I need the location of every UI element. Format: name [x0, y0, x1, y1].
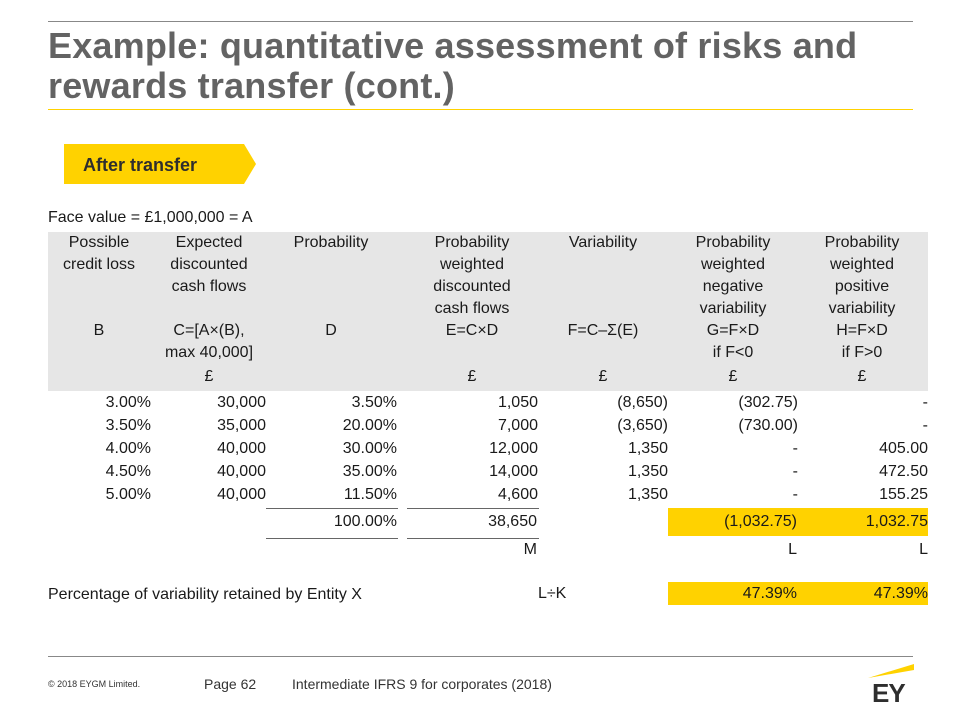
neg-pct-highlight: [668, 582, 798, 605]
copyright: © 2018 EYGM Limited.: [48, 679, 141, 689]
cell-credit-loss: 4.50%: [105, 463, 151, 480]
footer-rule: [48, 656, 913, 657]
cell-probability: 30.00%: [342, 440, 397, 457]
pwcf-total-bottom-line: [407, 538, 539, 539]
cell-variability: 1,350: [627, 486, 668, 503]
pwcf-total-top-line: [407, 508, 539, 509]
cell-credit-loss: 3.50%: [105, 417, 151, 434]
cell-pos-var: 155.25: [879, 486, 928, 503]
header-pw-cash-flows-unit: £: [467, 368, 477, 385]
cell-probability: 35.00%: [342, 463, 397, 480]
cell-neg-var: (730.00): [738, 417, 798, 434]
section-tag-shape: [64, 144, 256, 184]
cell-expected-cf: 30,000: [217, 394, 266, 411]
header-probability-formula: D: [325, 322, 337, 339]
cell-pos-var: 405.00: [879, 440, 928, 457]
neg-total-highlight: [668, 508, 798, 536]
cell-expected-cf: 40,000: [217, 486, 266, 503]
pos-pct-highlight: [798, 582, 928, 605]
section-tag-label: After transfer: [83, 155, 198, 175]
cell-pos-var: -: [922, 417, 928, 434]
cell-probability: 20.00%: [342, 417, 397, 434]
cell-pos-var: -: [922, 394, 928, 411]
page-title: Example: quantitative assessment of risk…: [48, 25, 858, 106]
header-neg-variability-formula: G=F×D if F<0: [706, 322, 760, 361]
cell-pw-cf: 4,600: [497, 486, 538, 503]
cell-pw-cf: 7,000: [497, 417, 538, 434]
cell-neg-var: -: [792, 463, 798, 480]
prob-total-bottom-line: [266, 538, 398, 539]
ey-logo-beam: [868, 664, 914, 678]
header-pos-variability-unit: £: [857, 368, 867, 385]
header-pos-variability-label: Probability weighted positive variabilit…: [824, 234, 900, 317]
table-header: [48, 232, 928, 391]
percentage-label: Percentage of variability retained by En…: [48, 586, 362, 603]
cell-expected-cf: 40,000: [217, 440, 266, 457]
cell-pos-var: 472.50: [879, 463, 928, 480]
header-expected-cash-flows-unit: £: [204, 368, 214, 385]
ey-logo: EY: [868, 664, 914, 708]
header-variability-unit: £: [598, 368, 608, 385]
percentage-pos: 47.39%: [873, 585, 928, 602]
header-neg-variability-label: Probability weighted negative variabilit…: [695, 234, 771, 317]
cell-expected-cf: 35,000: [217, 417, 266, 434]
cell-credit-loss: 4.00%: [105, 440, 151, 457]
cell-pw-cf: 14,000: [489, 463, 538, 480]
total-label-l-neg: L: [788, 541, 797, 558]
header-probability-label: Probability: [293, 234, 369, 251]
title-underline: [48, 109, 913, 110]
total-pw-cash-flows: 38,650: [488, 513, 537, 530]
ey-logo-text: EY: [872, 678, 906, 708]
total-label-m: M: [523, 541, 537, 558]
header-possible-credit-loss-formula: B: [93, 322, 105, 339]
header-pw-cash-flows-formula: E=C×D: [445, 322, 499, 339]
percentage-neg: 47.39%: [742, 585, 797, 602]
cell-credit-loss: 5.00%: [105, 486, 151, 503]
cell-expected-cf: 40,000: [217, 463, 266, 480]
header-neg-variability-unit: £: [728, 368, 738, 385]
header-variability-label: Variability: [568, 234, 638, 251]
cell-probability: 3.50%: [351, 394, 397, 411]
face-value-text: Face value = £1,000,000 = A: [48, 209, 253, 226]
page-number: Page 62: [204, 676, 257, 692]
total-neg-variability: (1,032.75): [724, 513, 797, 530]
cell-variability: 1,350: [627, 463, 668, 480]
course-title: Intermediate IFRS 9 for corporates (2018…: [292, 676, 552, 692]
section-tag: After transfer: [64, 144, 256, 184]
total-label-l-pos: L: [919, 541, 928, 558]
prob-total-top-line: [266, 508, 398, 509]
pos-total-highlight: [798, 508, 928, 536]
cell-pw-cf: 12,000: [489, 440, 538, 457]
header-pos-variability-formula: H=F×D if F>0: [836, 322, 888, 361]
percentage-formula: L÷K: [538, 585, 567, 602]
header-variability-formula: F=C–Σ(E): [567, 322, 639, 339]
cell-neg-var: (302.75): [738, 394, 798, 411]
header-possible-credit-loss-label: Possible credit loss: [62, 234, 136, 273]
header-pw-cash-flows-label: Probability weighted discounted cash flo…: [433, 234, 511, 317]
header-expected-cash-flows-formula: C=[A×(B), max 40,000]: [164, 322, 254, 361]
cell-neg-var: -: [792, 440, 798, 457]
cell-probability: 11.50%: [343, 486, 397, 503]
header-expected-cash-flows-label: Expected discounted cash flows: [170, 234, 248, 295]
total-probability: 100.00%: [333, 513, 397, 530]
cell-variability: 1,350: [627, 440, 668, 457]
total-pos-variability: 1,032.75: [865, 513, 928, 530]
cell-variability: (8,650): [617, 394, 668, 411]
cell-neg-var: -: [792, 486, 798, 503]
cell-variability: (3,650): [617, 417, 668, 434]
cell-credit-loss: 3.00%: [105, 394, 151, 411]
top-rule: [48, 21, 913, 22]
cell-pw-cf: 1,050: [497, 394, 538, 411]
